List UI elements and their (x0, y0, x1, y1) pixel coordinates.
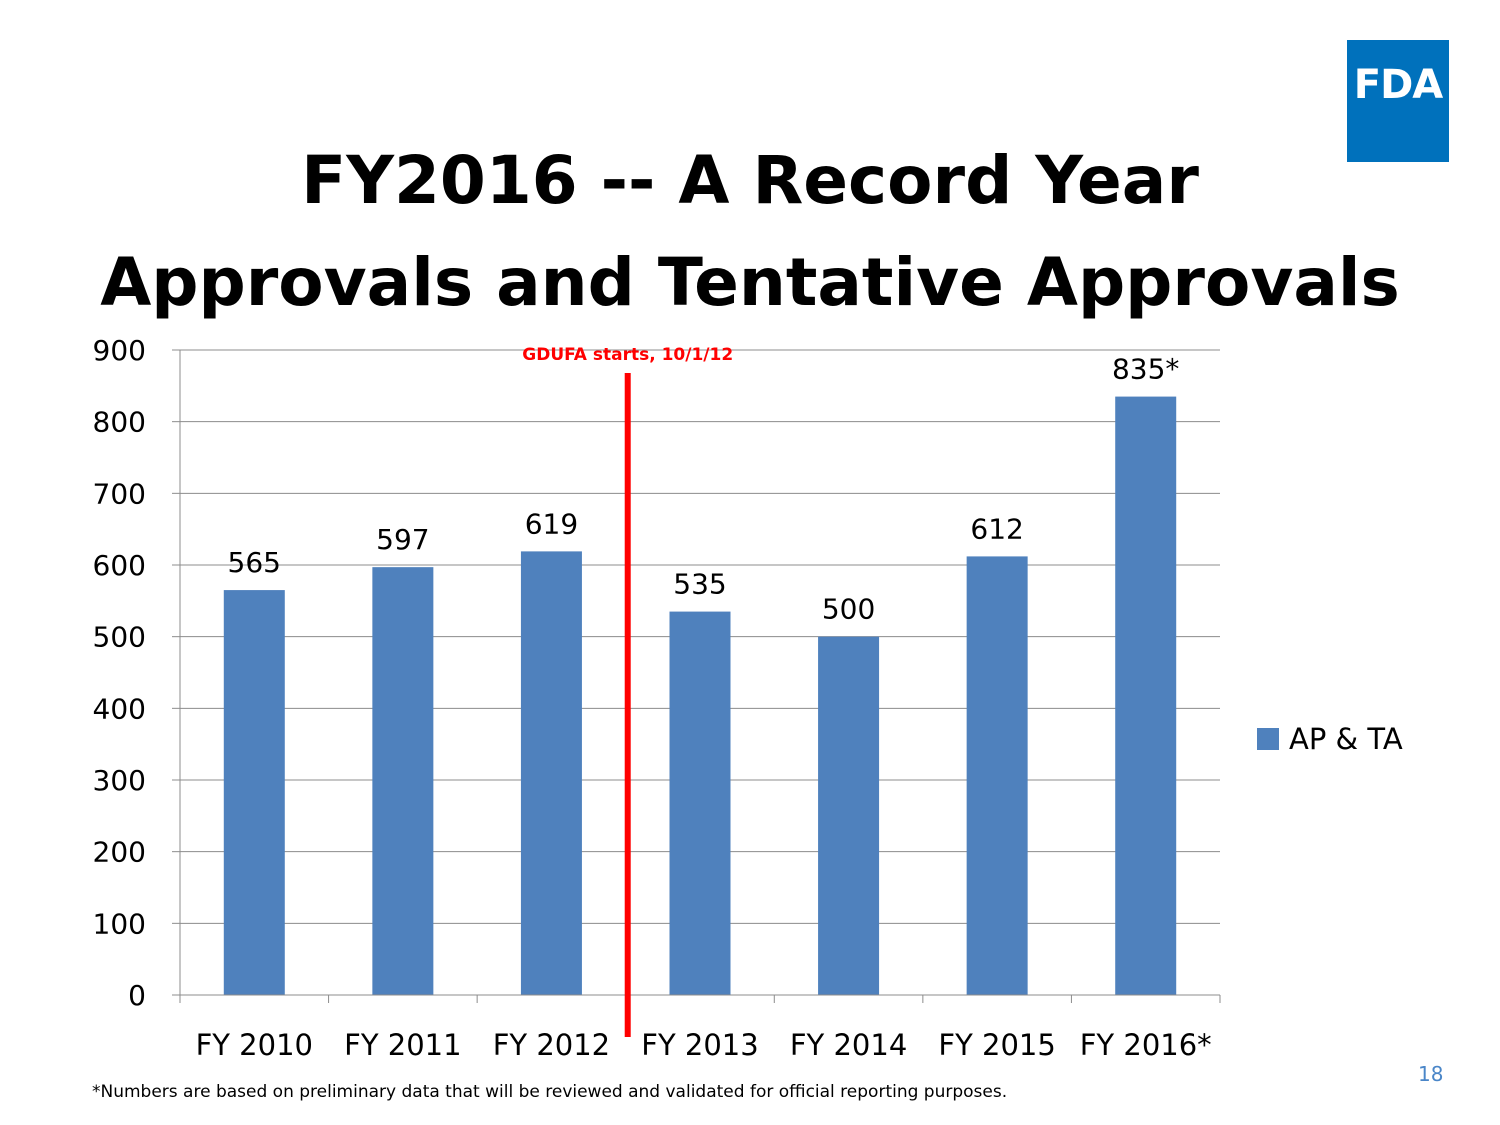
legend-swatch (1257, 728, 1279, 750)
y-tick-label: 800 (93, 406, 146, 439)
bar (818, 636, 880, 995)
fda-logo: FDA (1347, 40, 1449, 162)
bar-value-label: 619 (525, 507, 578, 540)
bar-value-label: 565 (228, 546, 281, 579)
y-tick-label: 100 (93, 907, 146, 940)
axes: 0 100 200 300 400 500 600 700 800 900 FY 2010 FY 20… (93, 334, 1221, 1062)
x-category-label: FY 2013 (641, 1028, 758, 1062)
x-category-label: FY 2016* (1080, 1028, 1212, 1062)
bar (1115, 396, 1177, 995)
legend-label: AP & TA (1289, 722, 1403, 756)
bar (669, 611, 731, 995)
y-tick-label: 600 (93, 549, 146, 582)
y-tick-label: 0 (128, 979, 146, 1012)
bar (966, 556, 1028, 995)
bar-value-label: 835* (1112, 353, 1179, 386)
x-category-label: FY 2015 (938, 1028, 1055, 1062)
bar (372, 567, 434, 995)
bars: 565 597 619 535 500 612 835* (223, 353, 1179, 995)
bar-value-label: 535 (673, 568, 726, 601)
page-number: 18 (1418, 1062, 1444, 1086)
y-tick-label: 700 (93, 477, 146, 510)
slide-title-line-2: Approvals and Tentative Approvals (100, 244, 1400, 321)
y-tick-label: 400 (93, 692, 146, 725)
bar (520, 551, 582, 995)
gdufa-annotation-label: GDUFA starts, 10/1/12 (522, 345, 733, 365)
x-category-label: FY 2010 (196, 1028, 313, 1062)
x-category-label: FY 2014 (790, 1028, 907, 1062)
x-category-label: FY 2012 (493, 1028, 610, 1062)
bar-value-label: 612 (970, 512, 1023, 545)
x-category-label: FY 2011 (344, 1028, 461, 1062)
legend: AP & TA (1257, 722, 1403, 756)
slide-title-line-1: FY2016 -- A Record Year (301, 142, 1199, 219)
bar (223, 590, 285, 995)
fda-logo-text: FDA (1353, 62, 1443, 108)
y-tick-label: 300 (93, 764, 146, 797)
bar-value-label: 500 (822, 593, 875, 626)
y-tick-label: 200 (93, 836, 146, 869)
y-tick-label: 900 (93, 334, 146, 367)
annotation: GDUFA starts, 10/1/12 (522, 345, 733, 1037)
footnote: *Numbers are based on preliminary data t… (92, 1082, 1008, 1102)
y-tick-label: 500 (93, 621, 146, 654)
bar-value-label: 597 (376, 523, 429, 556)
